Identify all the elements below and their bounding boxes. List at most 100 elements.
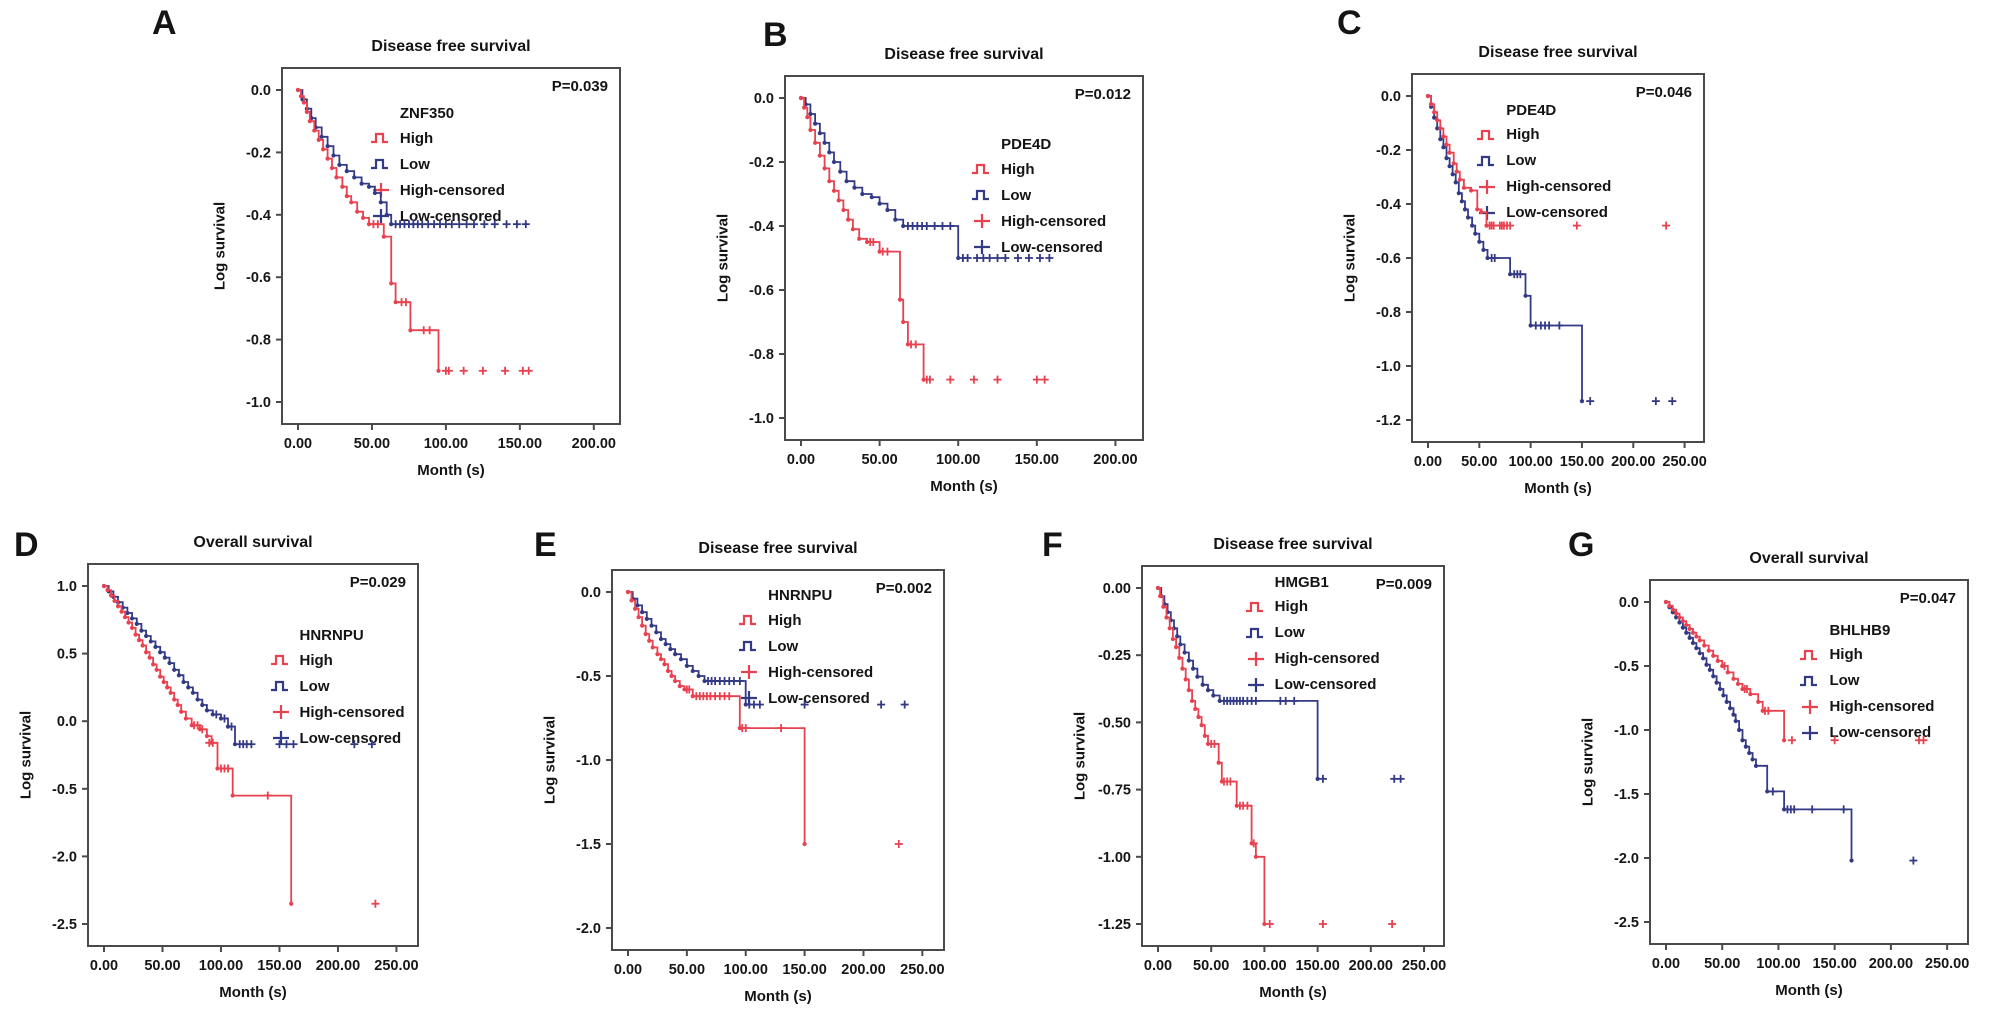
svg-text:-0.8: -0.8 xyxy=(246,333,271,349)
x-axis-label: Month (s) xyxy=(1524,480,1592,497)
svg-text:200.00: 200.00 xyxy=(316,958,360,974)
svg-text:0.00: 0.00 xyxy=(787,452,815,468)
legend-gene-name: HNRNPU xyxy=(299,627,364,645)
svg-text:0.00: 0.00 xyxy=(1144,958,1172,974)
legend-item-low: Low xyxy=(370,151,505,177)
x-axis-label: Month (s) xyxy=(930,478,998,495)
legend-item-low-censored: Low-censored xyxy=(1799,720,1934,746)
km-plot: 1.0 0.5 0.0 -0.5 -2.0 -2.5 0.00 50.00 100.00 150.… xyxy=(52,563,419,974)
svg-text:-1.0: -1.0 xyxy=(1614,723,1639,739)
chart-title: Disease free survival xyxy=(1478,44,1638,61)
step-line-icon xyxy=(370,133,388,144)
p-value: P=0.009 xyxy=(1375,576,1432,593)
legend-item-low-censored: Low-censored xyxy=(270,725,405,751)
svg-text:100.00: 100.00 xyxy=(1756,956,1800,972)
legend: HNRNPU High Low High-censored Low-censor… xyxy=(738,587,873,711)
legend-gene-name: ZNF350 xyxy=(399,105,455,123)
step-line-icon xyxy=(1800,675,1818,686)
svg-text:200.00: 200.00 xyxy=(1611,454,1655,470)
svg-text:200.00: 200.00 xyxy=(841,962,885,978)
svg-text:-1.0: -1.0 xyxy=(1376,359,1401,375)
step-line-icon xyxy=(270,654,288,666)
svg-text:0.5: 0.5 xyxy=(57,647,77,663)
svg-text:150.00: 150.00 xyxy=(498,436,542,452)
svg-text:0.00: 0.00 xyxy=(614,962,642,978)
legend: PDE4D High Low High-censored Low-censore… xyxy=(1476,102,1611,226)
svg-text:100.00: 100.00 xyxy=(424,436,468,452)
svg-text:-2.5: -2.5 xyxy=(52,917,77,933)
svg-text:250.00: 250.00 xyxy=(1925,956,1969,972)
svg-text:-0.6: -0.6 xyxy=(1376,251,1401,267)
panel-g: G Overall survival P=0.047 Log survival … xyxy=(1510,528,1985,1030)
legend-gene-name: BHLHB9 xyxy=(1829,621,1891,639)
svg-text:-2.0: -2.0 xyxy=(1614,851,1639,867)
svg-text:100.00: 100.00 xyxy=(724,962,768,978)
svg-text:0.00: 0.00 xyxy=(1652,956,1680,972)
svg-text:50.00: 50.00 xyxy=(1461,454,1497,470)
panel-letter: F xyxy=(1042,526,1063,564)
km-plot: 0.0 -0.5 -1.0 -1.5 -2.0 -2.5 0.00 50.00 100.00 15… xyxy=(1614,579,1969,972)
legend-item-high: High xyxy=(1476,122,1611,148)
svg-text:50.00: 50.00 xyxy=(1704,956,1740,972)
legend-item-high-censored: High-censored xyxy=(1476,174,1611,200)
step-line-icon xyxy=(1477,129,1495,140)
step-line-icon xyxy=(739,614,757,626)
step-line-icon xyxy=(370,159,388,170)
svg-text:-0.2: -0.2 xyxy=(246,145,271,161)
legend-item-high: High xyxy=(971,156,1106,182)
plus-icon xyxy=(1247,651,1264,666)
p-value: P=0.039 xyxy=(551,78,608,95)
legend-item-high: High xyxy=(270,647,405,673)
legend-item-high: High xyxy=(1245,594,1380,620)
svg-text:-1.5: -1.5 xyxy=(576,837,601,853)
svg-text:250.00: 250.00 xyxy=(900,962,944,978)
panel-letter: B xyxy=(763,16,788,54)
svg-text:-0.6: -0.6 xyxy=(246,270,271,286)
svg-text:100.00: 100.00 xyxy=(199,958,243,974)
chart-title: Disease free survival xyxy=(1213,536,1373,553)
panel-letter: C xyxy=(1337,4,1362,42)
svg-text:150.00: 150.00 xyxy=(1015,452,1059,468)
p-value: P=0.047 xyxy=(1899,590,1956,607)
step-line-icon xyxy=(972,189,990,201)
svg-text:50.00: 50.00 xyxy=(861,452,897,468)
svg-text:200.00: 200.00 xyxy=(1349,958,1393,974)
chart-title: Disease free survival xyxy=(884,46,1044,63)
svg-text:-0.4: -0.4 xyxy=(246,208,271,224)
legend-item-low: Low xyxy=(270,673,405,699)
legend-item-low: Low xyxy=(1245,620,1380,646)
plus-icon xyxy=(1479,179,1496,194)
svg-text:-1.2: -1.2 xyxy=(1376,413,1401,429)
panel-letter: G xyxy=(1568,526,1595,564)
step-line-icon xyxy=(1477,155,1495,166)
legend: PDE4D High Low High-censored Low-censore… xyxy=(971,136,1106,260)
legend-item-high: High xyxy=(1799,642,1934,668)
chart-title: Disease free survival xyxy=(698,540,858,557)
svg-text:1.0: 1.0 xyxy=(57,579,77,595)
svg-text:50.00: 50.00 xyxy=(144,958,180,974)
svg-text:-0.8: -0.8 xyxy=(749,347,774,363)
plus-icon xyxy=(1802,725,1819,740)
legend-gene-name: PDE4D xyxy=(1001,136,1052,154)
legend-item-high: High xyxy=(738,607,873,633)
chart-title: Overall survival xyxy=(193,534,313,551)
legend-item-low: Low xyxy=(738,633,873,659)
svg-text:-0.5: -0.5 xyxy=(52,782,77,798)
legend-item-high-censored: High-censored xyxy=(1245,646,1380,672)
legend: HMGB1 High Low High-censored Low-censore… xyxy=(1245,574,1380,698)
chart-title: Overall survival xyxy=(1749,550,1869,567)
svg-text:-2.0: -2.0 xyxy=(52,849,77,865)
legend-item-high-censored: High-censored xyxy=(270,699,405,725)
svg-text:150.00: 150.00 xyxy=(1812,956,1856,972)
step-line-icon xyxy=(1245,601,1263,612)
legend-item-high-censored: High-censored xyxy=(738,659,873,685)
legend: HNRNPU High Low High-censored Low-censor… xyxy=(270,627,405,751)
legend: ZNF350 High Low High-censored Low-censor… xyxy=(370,105,505,229)
km-plot: 0.0 -0.2 -0.4 -0.6 -0.8 -1.0 -1.2 0.00 50.00 100.… xyxy=(1376,73,1707,470)
legend-gene-name: PDE4D xyxy=(1506,101,1557,119)
svg-text:-0.2: -0.2 xyxy=(1376,143,1401,159)
svg-text:50.00: 50.00 xyxy=(1193,958,1229,974)
svg-text:-0.6: -0.6 xyxy=(749,283,774,299)
legend-item-high: High xyxy=(370,125,505,151)
